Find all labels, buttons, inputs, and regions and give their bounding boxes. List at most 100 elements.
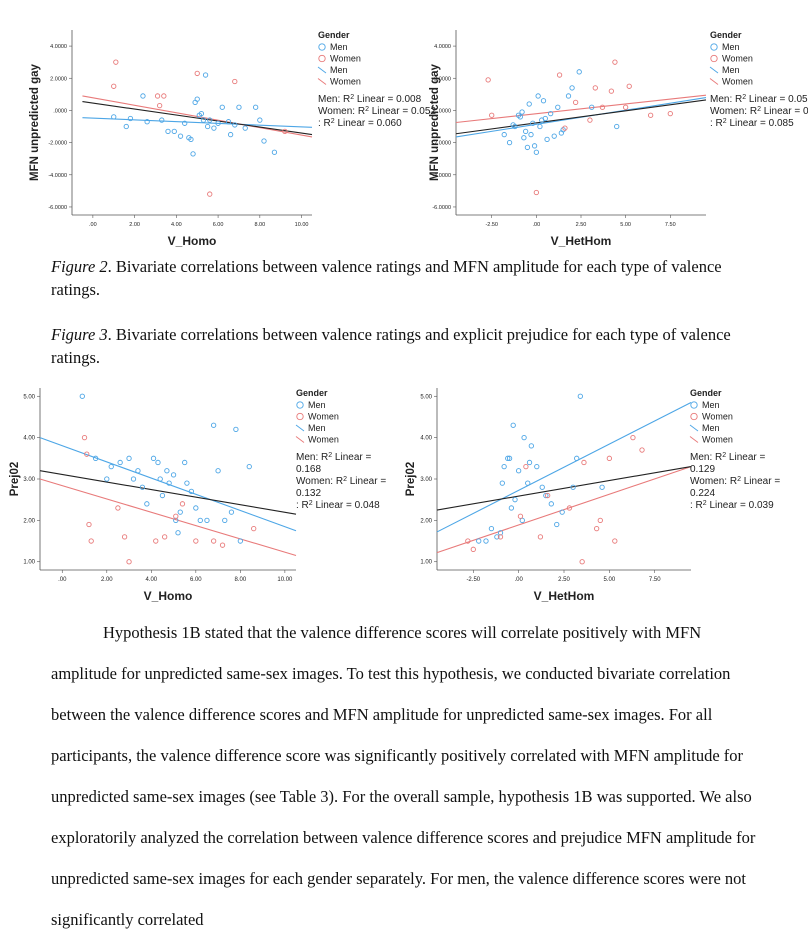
women-point — [173, 513, 179, 519]
x-tick-label: 10.00 — [277, 577, 293, 583]
r2-annotation: : R2 Linear = 0.085 — [710, 118, 794, 130]
men-point — [166, 480, 172, 486]
women-point — [154, 93, 161, 99]
men-point — [157, 476, 163, 482]
y-tick-label: -4.0000 — [432, 173, 451, 179]
men-point — [551, 133, 557, 139]
r2-annotation: Men: R2 Linear = 0.053 — [710, 94, 808, 106]
men-point — [501, 463, 507, 470]
women-point — [612, 59, 618, 65]
y-tick-label: 2.0000 — [50, 76, 67, 82]
men-point — [599, 484, 605, 490]
figure3-label: Figure 3 — [51, 325, 108, 344]
men-point — [540, 98, 547, 104]
legend-label: Men — [330, 42, 348, 52]
body-paragraph: Hypothesis 1B stated that the valence di… — [51, 623, 756, 929]
men-point — [534, 463, 540, 470]
legend-label: Women — [308, 435, 339, 445]
women-point — [647, 112, 654, 118]
women-point — [161, 93, 167, 99]
men-point — [198, 111, 205, 117]
y-tick-label: -6.0000 — [432, 205, 451, 211]
women-point — [667, 111, 673, 117]
figure2-caption: Figure 2. Bivariate correlations between… — [51, 255, 751, 301]
chart-svg: 5.00 4.00 3.00 2.00 1.00 -2.50 .00 2.50 5.00 7.50… — [405, 388, 780, 603]
body-text: Hypothesis 1B stated that the valence di… — [51, 612, 771, 940]
men-point — [171, 128, 177, 134]
women-point — [179, 501, 186, 507]
men-point — [204, 517, 210, 524]
men-point — [182, 120, 188, 126]
men-point — [202, 72, 209, 78]
men-point — [135, 468, 141, 474]
x-tick-label: 7.50 — [665, 222, 676, 228]
y-tick-label: .0000 — [437, 108, 451, 114]
total-fit-line — [455, 99, 707, 135]
x-axis-title: V_Homo — [168, 234, 217, 248]
women-point — [194, 70, 200, 77]
men-point — [542, 115, 548, 122]
women-point — [533, 189, 540, 196]
legend-line-icon — [317, 66, 327, 74]
legend-marker-icon — [710, 54, 718, 63]
men-point — [494, 534, 500, 540]
men-point — [519, 517, 525, 524]
men-point — [215, 120, 221, 126]
women-point — [111, 83, 117, 89]
x-tick-label: 7.50 — [649, 577, 661, 583]
men-point — [543, 492, 549, 499]
men-point — [531, 143, 538, 149]
men-point — [508, 505, 515, 511]
legend-line-icon — [709, 66, 719, 74]
r2-annotation: Men: R2 Linear = — [690, 452, 765, 464]
x-tick-label: 2.00 — [129, 222, 140, 228]
men-fit-line — [436, 401, 692, 533]
x-tick-label: 4.00 — [145, 577, 157, 583]
figure3-caption: Figure 3. Bivariate correlations between… — [51, 323, 751, 369]
women-point — [572, 99, 579, 106]
y-axis-title: MFN unpredicted gay — [29, 63, 41, 181]
men-point — [108, 463, 114, 470]
y-tick-label: 3.00 — [23, 477, 35, 483]
chart-prej-v-homo: 5.00 4.00 3.00 2.00 1.00 .00 2.00 4.00 6.00 8.00 1… — [8, 378, 408, 610]
legend-title: Gender — [710, 30, 742, 40]
men-point — [519, 109, 525, 115]
men-point — [232, 122, 238, 128]
x-tick-label: 2.50 — [576, 222, 587, 228]
y-tick-label: 1.00 — [420, 560, 432, 566]
men-point — [521, 434, 527, 441]
men-point — [271, 149, 278, 155]
women-point — [545, 492, 551, 499]
x-tick-label: 4.00 — [171, 222, 182, 228]
men-point — [210, 422, 217, 428]
men-point — [576, 69, 582, 75]
men-point — [123, 123, 129, 130]
men-point — [510, 422, 516, 428]
men-point — [535, 93, 541, 99]
legend-line-icon — [689, 436, 699, 443]
men-point — [237, 538, 243, 544]
total-fit-line — [39, 470, 297, 515]
men-point — [150, 455, 157, 461]
x-tick-label: 6.00 — [190, 577, 202, 583]
r2-annotation: Women: R2 Linear = — [296, 476, 386, 488]
women-point — [639, 447, 645, 453]
x-tick-label: .00 — [89, 222, 97, 228]
men-point — [539, 484, 545, 490]
men-point — [190, 151, 196, 157]
women-point — [232, 78, 238, 85]
men-point — [505, 455, 511, 461]
men-point — [233, 426, 239, 433]
legend-label: Women — [722, 54, 753, 64]
figure3-text: . Bivariate correlations between valence… — [51, 325, 731, 367]
women-point — [84, 451, 90, 457]
x-tick-label: .00 — [514, 577, 523, 583]
women-point — [210, 538, 217, 544]
men-point — [533, 149, 540, 155]
women-point — [81, 434, 88, 441]
men-point — [242, 125, 248, 131]
women-fit-line — [39, 478, 297, 557]
men-point — [526, 459, 533, 466]
legend-label: Men — [722, 65, 740, 75]
men-point — [559, 509, 565, 515]
